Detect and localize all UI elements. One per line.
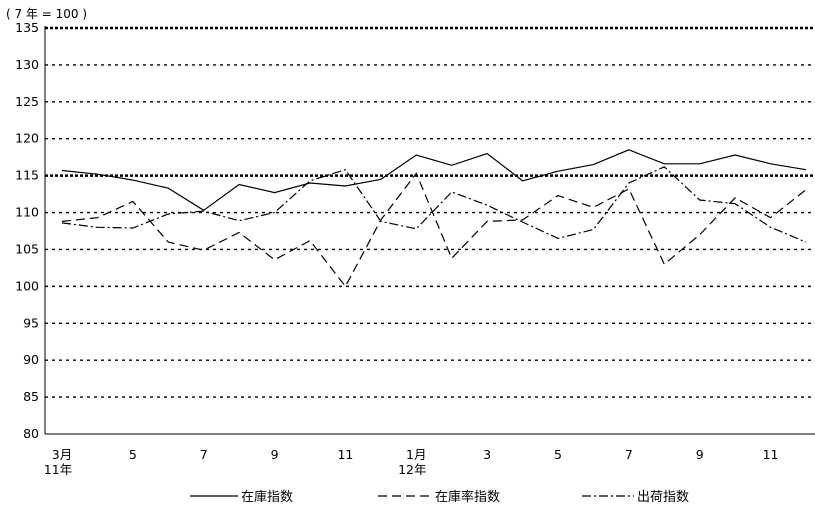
series-line-3 [61,166,807,243]
y-tick-label-125: 125 [15,94,39,109]
y-tick-label-100: 100 [15,278,39,293]
x-tick-label: 7 [200,447,208,462]
x-tick-label: 11 [337,447,353,462]
x-tick-label: 11 [763,447,779,462]
x-tick-label: 5 [129,447,137,462]
y-tick-label-105: 105 [15,241,39,256]
y-tick-label-95: 95 [23,315,39,330]
x-tick-label: 12年 [398,462,426,477]
series-lines [61,149,807,288]
gridlines [45,26,815,398]
x-tick-label: 3 [483,447,491,462]
legend: 在庫指数 在庫率指数 出荷指数 [190,489,689,505]
y-tick-label-130: 130 [15,57,39,72]
legend-label-1: 在庫指数 [241,490,293,505]
y-tick-label-120: 120 [15,131,39,146]
legend-label-2: 在庫率指数 [435,489,500,505]
y-tick-label-90: 90 [23,352,39,367]
y-tick-labels: 80 85 90 95 100 105 110 115 120 125 130 135 [15,20,39,441]
x-tick-label: 9 [696,447,704,462]
legend-label-3: 出荷指数 [637,490,689,505]
x-tick-label: 1月 [406,447,426,462]
x-tick-label: 3月 [52,447,72,462]
series-line-2 [61,172,807,288]
x-tick-label: 5 [554,447,562,462]
axes [44,26,815,435]
y-tick-label-110: 110 [15,205,39,220]
y-axis-unit-label: ( 7 年 = 100 ) [6,7,87,21]
x-tick-label: 9 [271,447,279,462]
x-tick-label: 11年 [44,462,72,477]
y-tick-label-85: 85 [23,389,39,404]
y-tick-label-115: 115 [15,168,39,183]
x-tick-label: 7 [625,447,633,462]
y-tick-label-80: 80 [23,426,39,441]
series-line-1 [61,149,807,212]
y-tick-label-135: 135 [15,20,39,35]
